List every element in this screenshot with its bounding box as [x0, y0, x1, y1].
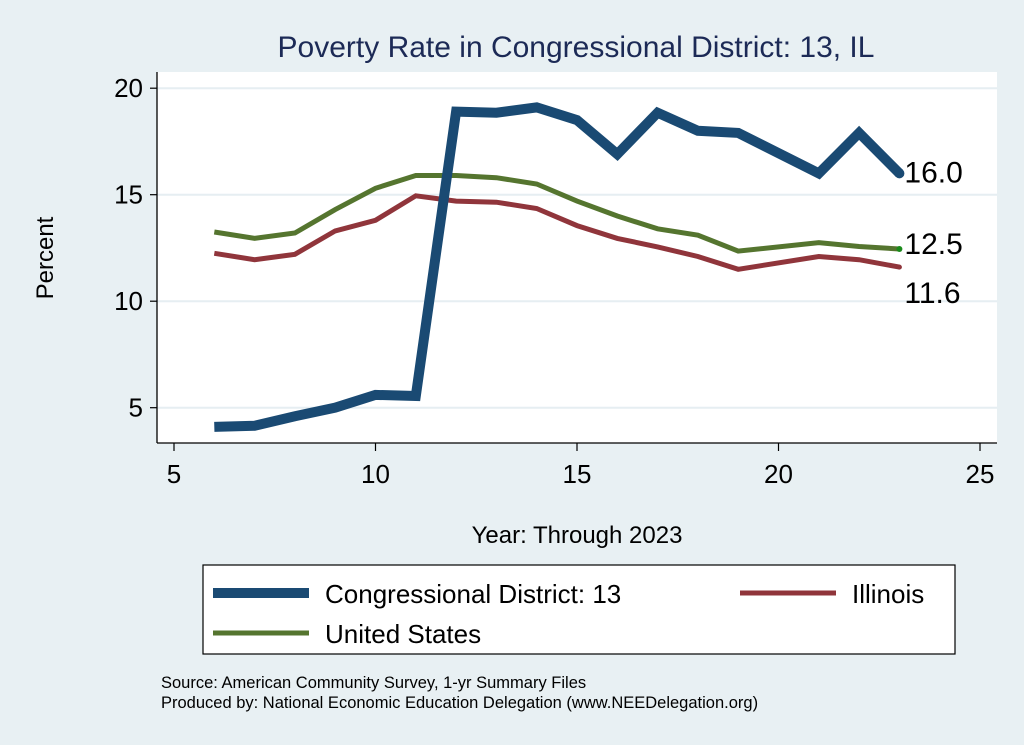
- series-line-illinois: [213, 193, 900, 272]
- y-tick-label: 5: [129, 393, 143, 423]
- legend-label: Illinois: [852, 579, 924, 609]
- legend-label: United States: [325, 619, 481, 649]
- legend-box: [202, 564, 956, 655]
- y-tick-label: 20: [114, 73, 143, 103]
- y-tick-label: 15: [114, 180, 143, 210]
- end-value-label: 12.5: [904, 228, 962, 261]
- end-value-label: 11.6: [904, 277, 960, 310]
- series-end-point: [896, 246, 903, 253]
- legend-label: Congressional District: 13: [325, 579, 621, 609]
- chart-title: Poverty Rate in Congressional District: …: [278, 31, 875, 64]
- end-value-label: 16.0: [904, 156, 962, 189]
- series-line-congressional-district-13: [214, 102, 903, 432]
- x-tick-label: 20: [764, 459, 793, 489]
- series-end-point: [894, 168, 905, 179]
- x-tick-label: 10: [361, 459, 390, 489]
- x-tick-label: 25: [966, 459, 995, 489]
- series-line-united-states: [213, 173, 900, 254]
- x-axis-label: Year: Through 2023: [472, 522, 683, 549]
- y-tick-label: 10: [114, 286, 143, 316]
- x-tick-label: 5: [167, 459, 181, 489]
- produced-by-note: Produced by: National Economic Education…: [161, 694, 758, 712]
- legend: Congressional District: 13 Illinois United…: [202, 564, 956, 655]
- series-end-point: [896, 264, 902, 270]
- source-note: Source: American Community Survey, 1-yr …: [161, 674, 586, 692]
- x-tick-label: 15: [563, 459, 592, 489]
- y-axis-label: Percent: [32, 216, 59, 299]
